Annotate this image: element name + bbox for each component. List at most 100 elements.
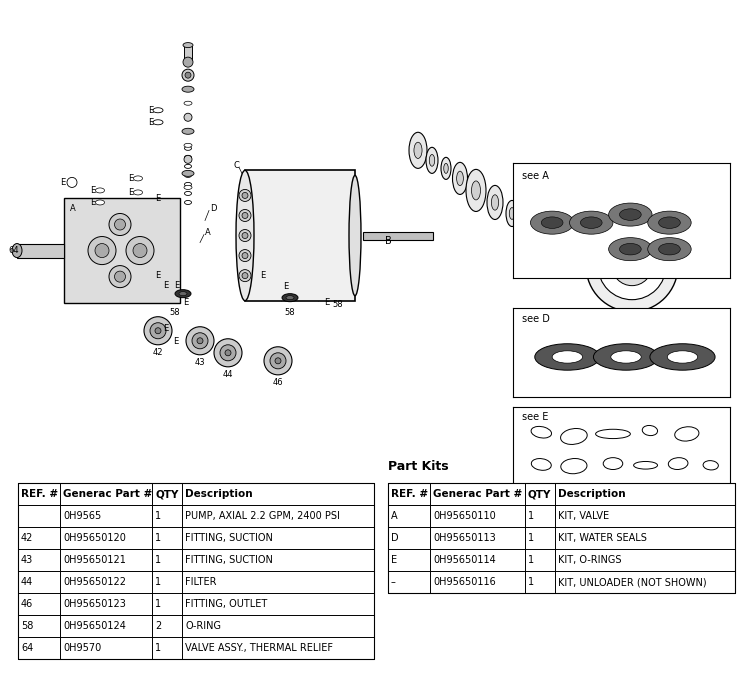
Ellipse shape [96,200,105,205]
Text: E: E [173,337,178,346]
Circle shape [184,155,192,163]
Circle shape [552,351,583,363]
Text: E: E [174,281,179,290]
Circle shape [611,351,641,363]
Ellipse shape [457,171,464,186]
Ellipse shape [184,101,192,105]
Ellipse shape [133,190,142,195]
Circle shape [126,237,154,264]
Circle shape [658,243,680,255]
Circle shape [115,219,126,230]
Circle shape [239,250,251,262]
Ellipse shape [472,181,481,200]
Text: –: – [391,577,396,587]
Ellipse shape [184,185,192,189]
Circle shape [242,253,248,258]
Text: E: E [260,271,265,280]
Circle shape [150,323,166,339]
Circle shape [239,210,251,222]
Text: KIT, O-RINGS: KIT, O-RINGS [558,555,622,565]
Text: 1: 1 [155,577,161,587]
Circle shape [88,237,116,264]
Bar [64,199,180,302]
Ellipse shape [566,237,577,261]
Text: O-RING: O-RING [185,621,221,631]
Text: 0H95650123: 0H95650123 [63,599,126,609]
Text: Generac Part #: Generac Part # [433,489,522,499]
Circle shape [264,346,292,375]
Circle shape [242,212,248,218]
Circle shape [115,271,126,282]
Ellipse shape [184,143,192,147]
Text: E: E [90,198,95,207]
Circle shape [155,327,161,334]
Ellipse shape [543,224,553,245]
Text: 0H95650121: 0H95650121 [63,555,126,565]
Circle shape [95,243,109,258]
Circle shape [242,193,248,199]
Circle shape [184,113,192,121]
Text: 1: 1 [155,643,161,653]
Circle shape [619,243,641,255]
Ellipse shape [537,212,559,258]
Circle shape [185,72,191,78]
Bar [18,483,374,659]
Text: 1: 1 [155,599,161,609]
Text: 44: 44 [21,577,33,587]
Text: 0H95650124: 0H95650124 [63,621,126,631]
Text: 1: 1 [155,511,161,521]
Text: 0H95650114: 0H95650114 [433,555,496,565]
Circle shape [648,211,691,234]
Ellipse shape [491,195,499,210]
Text: 58: 58 [285,308,295,317]
Circle shape [186,327,214,355]
Text: E: E [163,281,169,290]
Circle shape [197,338,203,344]
Text: 64: 64 [8,246,19,255]
Text: 0H9570: 0H9570 [63,643,101,653]
Text: REF. #: REF. # [21,489,58,499]
Ellipse shape [183,43,193,47]
Text: E: E [183,298,188,307]
Text: 1: 1 [528,555,534,565]
Circle shape [624,258,640,274]
Text: 64: 64 [21,643,33,653]
Circle shape [67,178,77,187]
Text: E: E [128,174,133,183]
Circle shape [133,243,147,258]
Text: QTY: QTY [155,489,178,499]
Ellipse shape [524,214,532,231]
Bar [388,483,735,593]
Text: see D: see D [522,314,550,324]
Text: E: E [155,194,160,203]
Text: E: E [90,186,95,195]
Text: FILTER: FILTER [185,577,216,587]
Circle shape [109,214,131,235]
Text: E: E [324,298,330,307]
Text: 1: 1 [155,533,161,543]
Text: E: E [283,282,288,291]
Text: E: E [391,555,397,565]
Circle shape [619,209,641,220]
Ellipse shape [282,294,298,302]
Text: REF. #: REF. # [391,489,428,499]
Ellipse shape [286,296,294,300]
Text: A: A [70,204,76,213]
Ellipse shape [96,188,105,193]
Text: VALVE ASSY., THERMAL RELIEF: VALVE ASSY., THERMAL RELIEF [185,643,333,653]
Circle shape [667,351,698,363]
Text: 0H95650116: 0H95650116 [433,577,496,587]
Text: FITTING, SUCTION: FITTING, SUCTION [185,555,273,565]
Ellipse shape [12,243,22,258]
Text: 1: 1 [155,555,161,565]
Ellipse shape [452,162,467,195]
Ellipse shape [506,201,518,226]
Text: KIT, UNLOADER (NOT SHOWN): KIT, UNLOADER (NOT SHOWN) [558,577,706,587]
Circle shape [580,217,602,228]
Ellipse shape [179,292,187,296]
Text: B: B [385,235,392,245]
Circle shape [220,345,236,361]
Circle shape [535,344,600,370]
Circle shape [598,231,666,300]
Text: PUMP, AXIAL 2.2 GPM, 2400 PSI: PUMP, AXIAL 2.2 GPM, 2400 PSI [185,511,340,521]
